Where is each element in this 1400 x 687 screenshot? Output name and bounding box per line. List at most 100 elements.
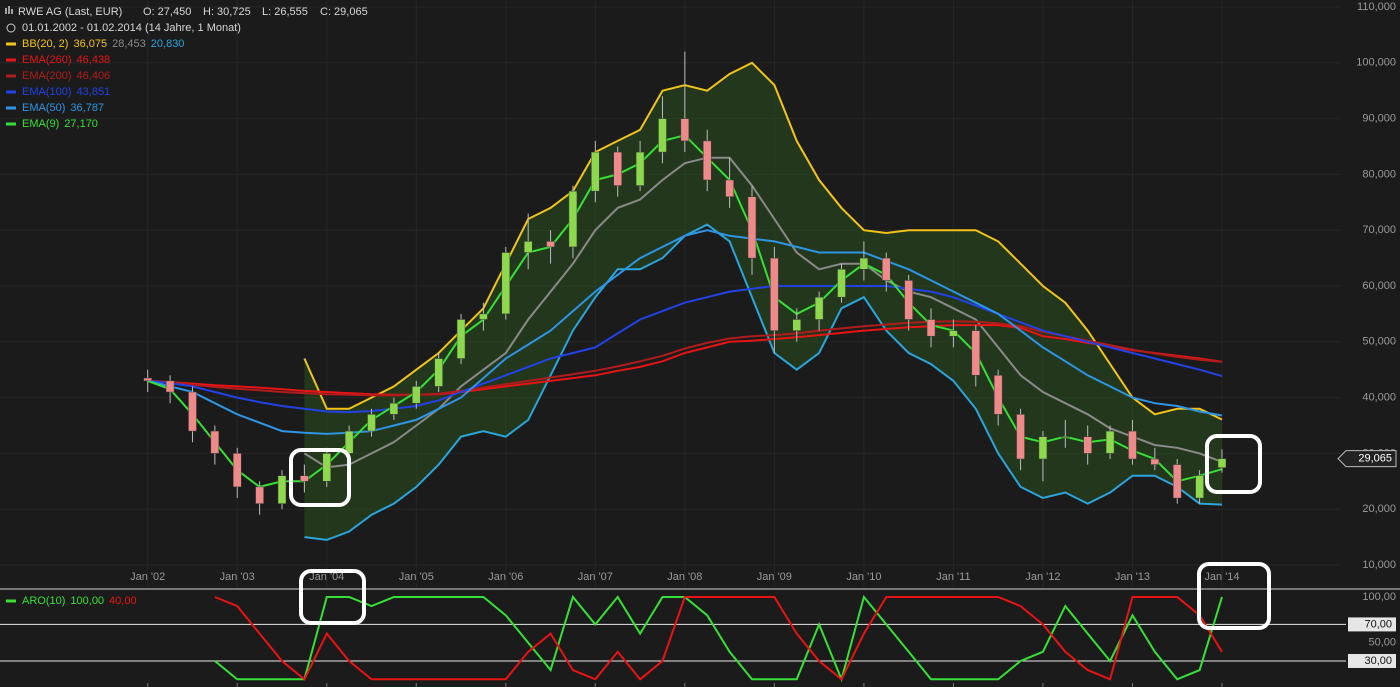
candle-body [747, 196, 757, 259]
candle-body [277, 475, 287, 504]
candle-body [367, 414, 376, 432]
candle-body [1150, 458, 1160, 465]
level-label: 70,00 [1364, 618, 1392, 630]
candle-body [1195, 475, 1204, 499]
candle-body [792, 319, 801, 331]
close-value: C: 29,065 [320, 6, 368, 18]
x-tick-label: Jan '04 [309, 571, 344, 583]
y-tick-label: 110,000 [1357, 1, 1396, 13]
legend-swatch [6, 90, 16, 94]
legend-name: ARO(10) [22, 595, 65, 607]
candle-body [456, 319, 466, 359]
candle-body [523, 241, 533, 253]
candle-body [344, 430, 354, 454]
low-value: L: 26,555 [262, 6, 308, 18]
candle-body [904, 280, 913, 320]
candle-body [613, 151, 622, 186]
y-tick-label: 10,000 [1362, 559, 1396, 571]
legend-name: EMA(260) [22, 54, 72, 66]
legend-swatch [6, 599, 16, 603]
series-line [147, 229, 1223, 435]
legend-name: EMA(9) [22, 118, 59, 130]
legend-value: 36,075 [73, 38, 107, 50]
candle-body [1038, 436, 1048, 460]
candle-body [434, 358, 443, 387]
candle-body [188, 391, 197, 432]
legend-swatch [6, 106, 16, 110]
candle-body [300, 475, 309, 482]
legend-value: 46,406 [77, 70, 111, 82]
x-tick-label: Jan '13 [1115, 571, 1150, 583]
y-tick-label: 100,00 [1362, 591, 1396, 603]
candle-body [479, 313, 488, 320]
legend-swatch [6, 58, 16, 62]
highlight-box [289, 448, 351, 507]
level-label-box [1348, 653, 1396, 668]
highlight-box [1205, 434, 1262, 494]
candle-body [568, 190, 578, 248]
y-tick-label: 20,000 [1362, 503, 1396, 515]
x-tick-label: Jan '11 [936, 571, 970, 583]
candle-body [725, 179, 734, 197]
candle-body [882, 257, 891, 281]
legend-value: 27,170 [64, 118, 98, 130]
series-line [214, 596, 1223, 681]
legend-name: BB(20, 2) [22, 38, 68, 50]
candle-body [814, 296, 824, 320]
legend-swatch [6, 74, 16, 78]
x-tick-label: Jan '07 [578, 571, 613, 583]
candle-body [680, 118, 690, 142]
candle-body [770, 257, 779, 331]
x-tick-label: Jan '09 [757, 571, 792, 583]
candle-body [949, 330, 958, 337]
price-marker-label: 29,065 [1358, 453, 1392, 465]
open-value: O: 27,450 [143, 6, 191, 18]
candle-body [971, 330, 981, 376]
x-tick-label: Jan '12 [1025, 571, 1060, 583]
candle-body [165, 380, 175, 393]
series-line [147, 285, 1223, 414]
date-range: 01.01.2002 - 01.02.2014 (14 Jahre, 1 Mon… [22, 22, 241, 34]
y-tick-label: 80,000 [1362, 168, 1396, 180]
candle-body [501, 252, 511, 315]
price-marker-box [1337, 450, 1397, 468]
high-value: H: 30,725 [203, 6, 251, 18]
candle-body [859, 257, 869, 270]
legend-name: EMA(50) [22, 102, 65, 114]
legend-name: EMA(100) [22, 86, 72, 98]
x-tick-label: Jan '05 [399, 571, 434, 583]
candle-body [210, 430, 220, 454]
highlight-box [299, 569, 366, 625]
level-label-box [1348, 617, 1396, 632]
instrument-title: RWE AG (Last, EUR) [18, 6, 122, 18]
legend-value: 46,438 [77, 54, 111, 66]
legend-swatch [6, 42, 16, 46]
candle-body [926, 319, 936, 337]
legend-value: 43,851 [77, 86, 111, 98]
candle-body [1061, 436, 1070, 438]
chart-icon [5, 6, 13, 14]
x-tick-label: Jan '02 [130, 571, 165, 583]
series-line [303, 156, 1223, 469]
candle-body [143, 377, 152, 382]
legend-value: 20,830 [151, 38, 185, 50]
candle-body [1083, 436, 1092, 454]
series-line [147, 324, 1223, 396]
y-tick-label: 90,000 [1362, 113, 1396, 125]
band-fill [304, 62, 1222, 540]
candle-body [635, 151, 645, 186]
series-line [214, 594, 1223, 683]
candle-body [591, 151, 600, 192]
legend-value: 40,00 [109, 595, 137, 607]
candle-body [702, 140, 712, 181]
level-label: 30,00 [1364, 655, 1392, 667]
legend-value: 36,787 [70, 102, 104, 114]
candle-body [255, 486, 264, 504]
x-tick-label: Jan '10 [846, 571, 881, 583]
y-tick-label: 70,000 [1362, 224, 1396, 236]
highlights [289, 434, 1271, 630]
